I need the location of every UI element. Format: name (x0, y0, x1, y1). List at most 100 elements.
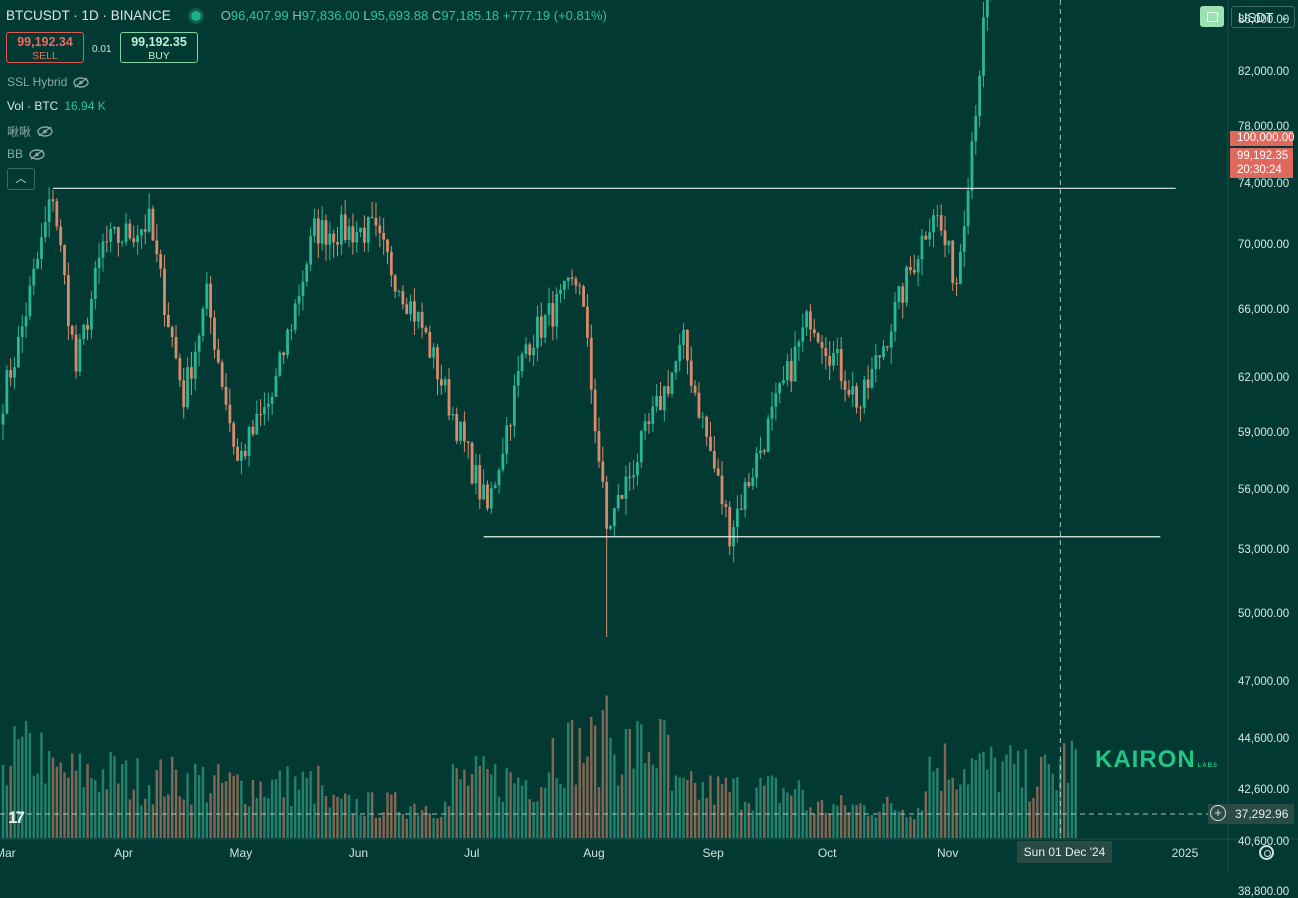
candle-body (809, 311, 812, 330)
candle-body (366, 216, 370, 243)
volume-bar (720, 784, 724, 838)
candle-body (966, 190, 970, 227)
volume-bar (363, 816, 366, 838)
volume-bar (290, 806, 293, 838)
candle-body (313, 218, 316, 237)
collapse-indicators-button[interactable]: ︿ (7, 168, 35, 190)
sell-price: 99,192.34 (17, 35, 73, 49)
candle-body (586, 306, 589, 338)
candle-body (282, 352, 286, 356)
eye-hidden-icon[interactable] (73, 76, 89, 88)
volume-bar (101, 769, 105, 838)
price-tick-label: 44,600.00 (1238, 733, 1290, 746)
add-alert-icon[interactable]: + (1210, 805, 1226, 821)
volume-bar (270, 779, 274, 838)
candle-body (751, 477, 755, 486)
volume-bar (974, 760, 977, 838)
eye-hidden-icon[interactable] (29, 148, 45, 160)
candle-body (847, 389, 851, 395)
price-chart[interactable] (0, 0, 1298, 873)
candle-body (339, 214, 343, 245)
indicator-bb[interactable]: BB (7, 147, 45, 161)
volume-bar (559, 784, 562, 838)
candle-body (409, 301, 412, 315)
volume-bar (97, 791, 101, 838)
volume-bar (866, 816, 870, 838)
volume-bar (478, 765, 481, 838)
candle-body (543, 314, 547, 338)
candle-body (247, 426, 251, 457)
volume-bar (220, 783, 224, 838)
candle-body (559, 289, 562, 294)
candle-body (393, 275, 397, 292)
volume-bar (1074, 749, 1077, 838)
volume-bar (382, 812, 385, 838)
candle-body (655, 395, 659, 407)
volume-bar (574, 784, 578, 838)
candle-body (862, 379, 866, 408)
indicator-volume[interactable]: Vol · BTC 16.94 K (7, 99, 106, 113)
market-status-icon[interactable] (190, 10, 201, 21)
volume-bar (17, 739, 20, 838)
candle-body (820, 342, 824, 349)
currency-select[interactable]: USDT ⌄ (1231, 6, 1295, 28)
candle-body (743, 482, 747, 510)
volume-bar (920, 810, 924, 838)
candle-body (178, 358, 182, 381)
volume-bar (374, 818, 378, 838)
candle-body (182, 380, 186, 408)
candle-body (259, 413, 263, 415)
volume-bar (778, 802, 781, 838)
volume-bar (432, 818, 435, 838)
settings-gear-icon[interactable] (1259, 845, 1274, 860)
candle-body (109, 228, 113, 242)
candle-body (805, 311, 809, 328)
indicator-custom[interactable]: 啾啾 (7, 123, 53, 140)
candle-body (443, 379, 447, 386)
volume-bar (913, 819, 916, 838)
candle-body (220, 362, 224, 387)
volume-bar (724, 777, 728, 838)
price-tick-label: 53,000.00 (1238, 544, 1290, 557)
candle-body (90, 299, 93, 330)
volume-bar (905, 817, 908, 838)
time-tick-label: Sep (702, 846, 724, 860)
eye-hidden-icon[interactable] (37, 126, 53, 137)
fullscreen-button[interactable] (1200, 6, 1224, 27)
candle-body (101, 241, 105, 258)
candle-body (689, 360, 693, 386)
candle-body (712, 451, 716, 469)
bar-countdown: 20:30:24 (1237, 164, 1282, 176)
candle-body (878, 355, 882, 358)
candle-body (51, 199, 55, 202)
candle-body (709, 436, 712, 452)
sell-button[interactable]: 99,192.34 SELL (6, 32, 84, 63)
volume-bar (813, 814, 816, 838)
indicator-ssl[interactable]: SSL Hybrid (7, 75, 89, 89)
candle-body (497, 469, 501, 486)
volume-bar (805, 810, 808, 838)
candle-body (901, 286, 905, 303)
tradingview-logo[interactable]: 17 (8, 808, 25, 827)
volume-bar (997, 791, 1001, 838)
volume-bar (809, 807, 812, 838)
volume-bar (386, 792, 389, 838)
volume-bar (178, 796, 182, 838)
volume-bar (463, 769, 466, 838)
candle-body (232, 423, 236, 447)
volume-bar (497, 796, 501, 838)
volume-bar (443, 801, 447, 838)
candle-body (832, 353, 835, 366)
candle-body (916, 259, 920, 273)
candle-body (951, 240, 955, 284)
volume-bar (797, 780, 801, 838)
volume-bar (1063, 743, 1066, 838)
candle-body (174, 337, 178, 359)
candle-body (266, 403, 270, 408)
time-tick-label: May (229, 846, 253, 860)
symbol-title[interactable]: BTCUSDT · 1D · BINANCE (6, 8, 171, 23)
volume-bar (40, 732, 43, 838)
buy-button[interactable]: 99,192.35 BUY (120, 32, 198, 63)
volume-bar (982, 751, 985, 838)
price-tick-label: 66,000.00 (1238, 303, 1290, 316)
